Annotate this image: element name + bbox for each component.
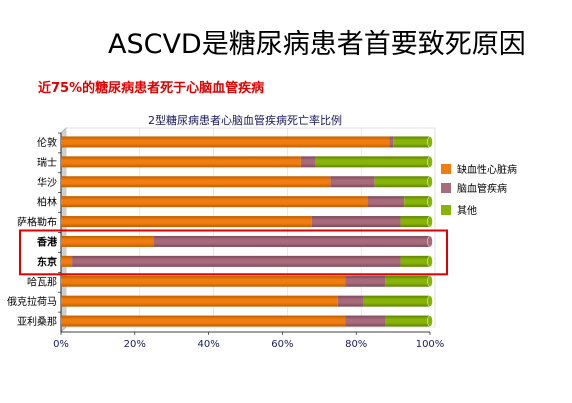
category-label: 柏林 [37,196,57,209]
bar-segment [61,235,154,247]
bar-segment [315,156,430,168]
x-tick-label: 40% [197,339,219,350]
x-tick-label: 60% [271,339,293,350]
x-tick-label: 20% [124,339,146,350]
bar-segment [300,156,316,168]
category-label: 东京 [37,255,57,268]
x-tick-label: 0% [53,339,69,350]
category-label: 亚利桑那 [17,316,57,328]
bar-segment [374,176,430,188]
bar-segment [61,136,390,148]
bar-segment [385,275,430,287]
bar-end-cap [427,275,433,287]
bar-end-cap [427,315,433,327]
bar-end-cap [427,156,433,168]
legend-swatch [441,183,451,193]
bar-segment [400,255,430,267]
chart-title: 2型糖尿病患者心脑血管疾病死亡率比例 [148,113,342,127]
x-tick-label: 80% [345,339,367,350]
bar-segment [61,275,346,287]
bar-segment [393,136,430,148]
legend-label: 缺血性心脏病 [457,163,517,176]
category-label: 伦敦 [37,136,57,149]
bar-end-cap [427,255,433,268]
category-label: 瑞士 [37,156,57,169]
bar-segment [404,196,430,208]
legend-swatch [441,205,451,215]
bar-segment [311,216,401,228]
bar-end-cap [427,176,433,188]
bar-end-cap [427,195,433,208]
bar-segment [400,216,430,228]
bar-end-cap [427,295,433,307]
category-label: 哈瓦那 [27,275,57,288]
bar-segment [61,216,312,228]
bar-end-cap [427,136,433,148]
category-label: 华沙 [37,176,57,189]
bar-segment [337,295,364,307]
bar-segment [345,315,386,327]
slide-title: ASCVD是糖尿病患者首要致死原因 [108,29,526,60]
bar-segment [61,315,346,327]
bar-segment [367,196,405,208]
bar-segment [61,156,301,168]
bar-segment [61,196,368,208]
bar-end-cap [427,215,433,228]
bar-segment [72,255,401,267]
legend-label: 脑血管疾病 [457,182,507,195]
bar-segment [61,255,73,267]
bar-segment [363,295,430,307]
bar-end-cap [427,235,433,248]
legend-swatch [441,164,451,174]
category-label: 香港 [37,235,58,248]
bar-segment [61,295,338,307]
slide-subtitle: 近75%的糖尿病患者死于心脑血管疾病 [38,81,265,96]
highlight-box [19,229,448,276]
bar-segment [330,176,375,188]
category-label: 俄克拉荷马 [7,295,57,308]
x-tick-label: 100% [416,339,445,350]
bar-segment [389,136,394,148]
bar-segment [345,275,386,287]
legend-label: 其他 [457,204,477,217]
category-label: 萨格勒布 [17,216,57,229]
bar-segment [153,235,430,247]
bar-segment [61,176,331,188]
bar-segment [385,315,430,327]
